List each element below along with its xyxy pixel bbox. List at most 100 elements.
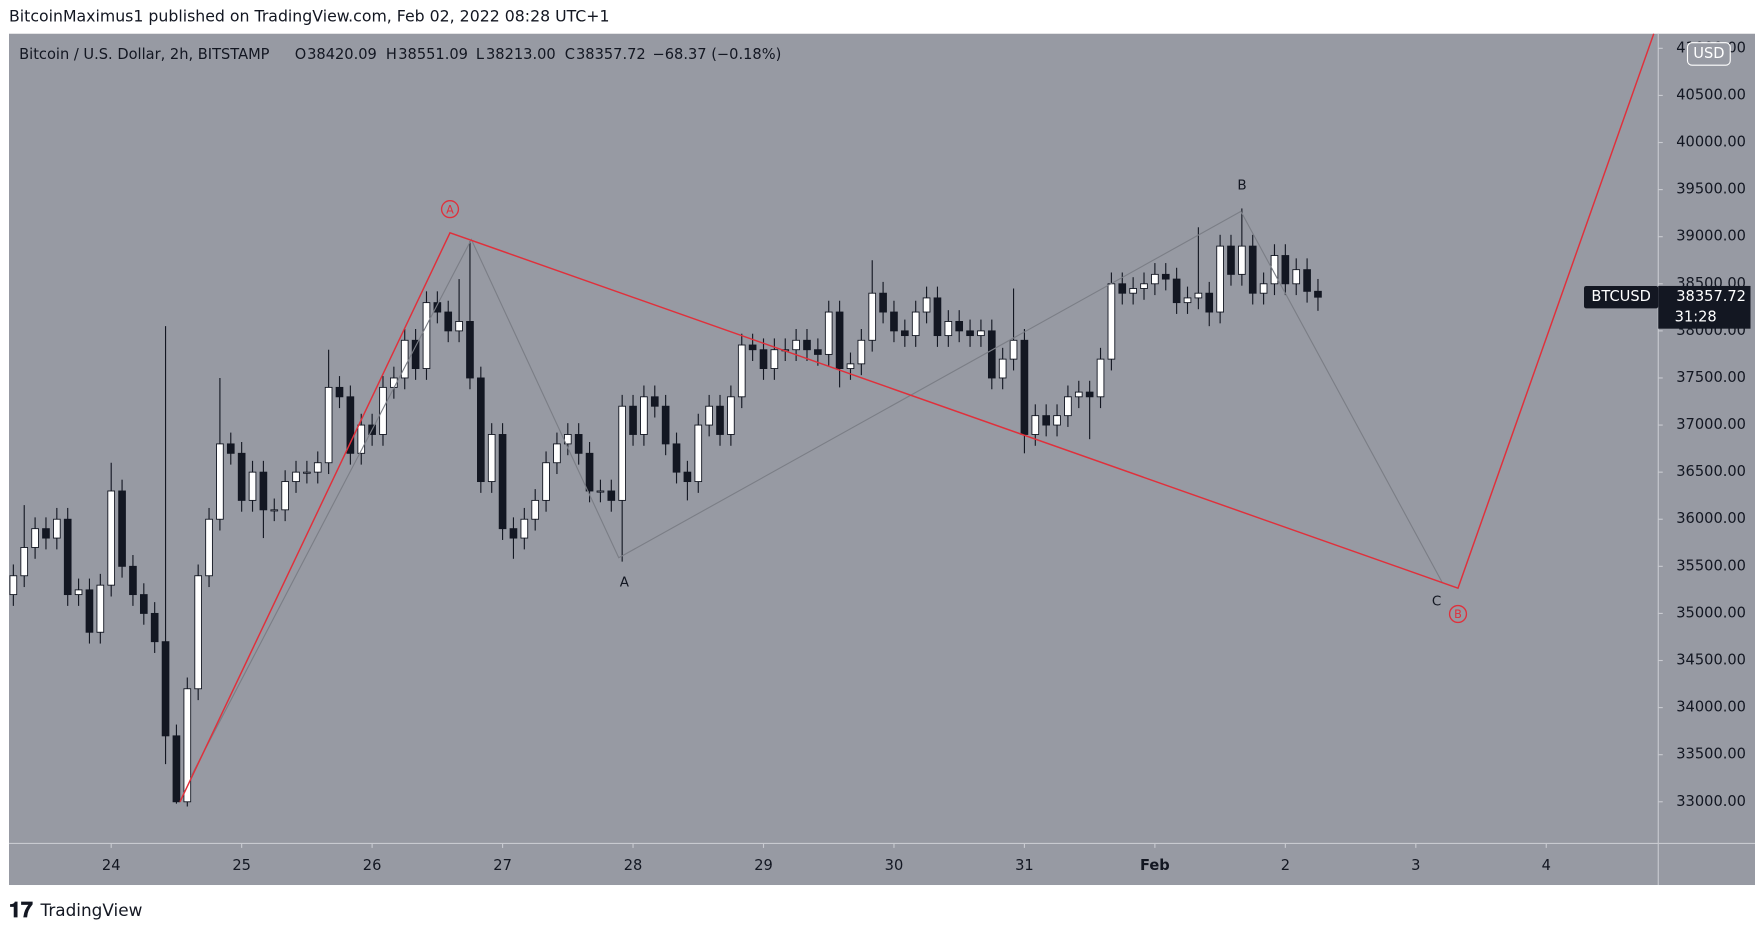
candle-up [1259,283,1268,294]
candle-up [379,386,387,435]
major-wave-label: A [446,203,454,216]
candle-up [1292,269,1301,285]
legend-open-key: O [295,46,307,63]
candle-up [542,462,550,501]
y-tick-label: 34500.00 [1676,652,1746,669]
candle-up [727,396,735,435]
y-tick-label: 36000.00 [1676,510,1746,527]
candle-down [1172,278,1181,304]
candle-down [139,594,148,614]
candle-down [85,589,94,633]
candle-down [987,330,996,379]
symbol-tag-label: BTCUSD [1591,288,1651,305]
legend-close: 38357.72 [576,46,646,63]
candle-up [922,297,931,313]
candle-up [857,339,866,365]
bar-countdown: 31:28 [1675,308,1717,325]
candle-down [129,565,137,596]
candle-up [868,292,877,341]
candle-down [966,330,974,337]
candle-up [1129,288,1137,294]
candle-down [346,396,355,454]
x-tick-label: 24 [102,857,121,874]
legend-low-key: L [476,46,485,63]
candle-down [585,452,594,492]
candle-down [933,297,942,337]
legend-change: −68.37 (−0.18%) [653,46,782,63]
candle-down [748,344,757,351]
x-tick-label: 26 [363,857,382,874]
candle-up [1096,358,1105,398]
candle-down [150,612,159,643]
candle-up [944,321,953,337]
candle-up [31,528,39,548]
candle-up [770,349,779,369]
y-tick-label: 33000.00 [1676,793,1746,810]
candle-down [814,349,822,355]
candle-up [53,518,61,539]
y-tick-label: 34000.00 [1676,699,1746,716]
candle-up [96,584,105,633]
x-tick-label: 4 [1542,857,1551,874]
tv-logo-mark: 𝟏𝟕 [9,898,33,923]
candle-up [846,363,855,369]
candle-down [1248,245,1257,294]
candle-up [216,443,224,520]
candle-up [20,547,29,577]
candle-up [313,462,322,473]
candle-up [303,471,311,474]
y-tick-label: 37000.00 [1676,416,1746,433]
candle-up [357,424,366,454]
candle-up [270,509,279,512]
candle-down [335,386,344,398]
candle-down [466,321,474,379]
candle-up [531,499,540,520]
x-tick-label: Feb [1140,857,1170,874]
candle-up [74,589,83,596]
candle-down [683,471,692,483]
candle-down [161,641,170,737]
x-tick-label: 25 [232,857,251,874]
legend-low: 38213.00 [486,46,556,63]
candle-up [1238,245,1246,275]
chart-panel [9,33,1755,886]
y-tick-label: 37500.00 [1676,369,1746,386]
candle-up [194,575,202,690]
currency-badge[interactable] [1686,42,1731,66]
candle-down [1314,290,1322,298]
y-tick-label: 36500.00 [1676,463,1746,480]
candle-down [835,311,844,369]
candle-up [107,490,116,586]
candle-down [1281,255,1290,285]
candle-up [553,443,561,464]
candle-down [650,396,659,407]
footer-brand: TradingView [39,900,142,920]
candle-up [324,386,333,464]
candle-up [1107,283,1116,360]
x-tick-label: 3 [1411,857,1420,874]
candle-up [618,405,626,501]
candle-up [1194,292,1203,299]
candle-down [1020,339,1029,435]
candle-up [640,396,648,435]
candle-up [292,471,300,483]
candle-down [1227,245,1235,275]
candle-up [183,688,192,803]
candle-down [1085,391,1094,398]
major-wave-label: B [1454,608,1462,621]
candle-down [716,405,724,435]
candle-up [1009,339,1018,360]
candle-up [824,311,833,355]
candle-up [422,302,431,369]
candle-up [977,330,985,337]
x-tick-label: 30 [885,857,904,874]
candle-up [1064,396,1072,417]
candle-down [433,302,442,313]
candle-up [705,405,713,426]
candle-down [879,292,887,313]
y-tick-label: 39500.00 [1676,181,1746,198]
x-tick-label: 31 [1015,857,1034,874]
minor-wave-line [190,210,1443,777]
candle-up [792,339,800,351]
